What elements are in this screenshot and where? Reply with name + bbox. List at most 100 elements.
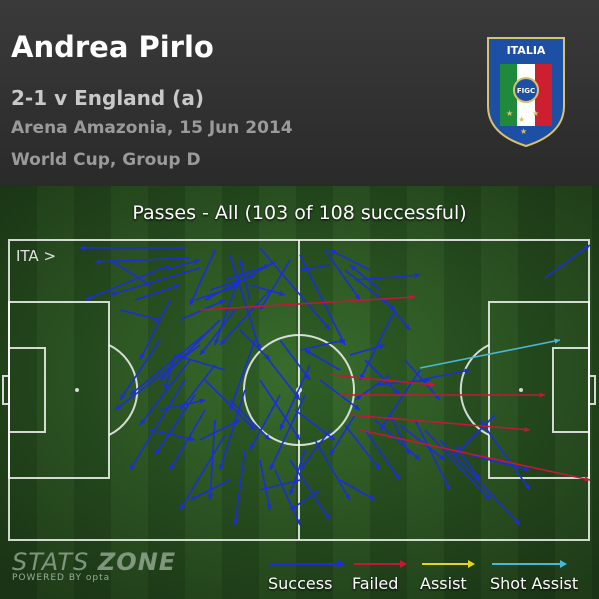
pass-success-line: [364, 429, 401, 481]
pass-success-arrowhead: [355, 394, 361, 400]
pass-success-line: [289, 459, 331, 521]
legend-success-label: Success: [268, 574, 333, 593]
pass-success-line: [209, 274, 256, 291]
pass-success-arrowhead: [584, 245, 590, 251]
pass-success-line: [264, 354, 301, 401]
pass-success-line: [469, 454, 531, 471]
pass-success-arrowhead: [163, 384, 169, 390]
svg-text:★: ★: [532, 109, 539, 118]
legend-assist-arrow-icon: [422, 560, 475, 568]
pass-success-line: [199, 419, 241, 441]
pass-success-line: [289, 449, 306, 496]
pass-success-line: [354, 374, 391, 401]
pass-success-arrowhead: [379, 343, 385, 349]
pass-failed-line: [349, 414, 531, 431]
pass-success-arrowhead: [394, 389, 400, 395]
pass-success-line: [189, 479, 231, 501]
pass-success-line: [164, 354, 176, 391]
pass-success-arrowhead: [524, 484, 530, 490]
pass-success-line: [339, 479, 376, 501]
pass-success-arrowhead: [350, 265, 356, 271]
pass-success-arrowhead: [354, 294, 360, 300]
pass-success-line: [119, 339, 161, 401]
pass-success-line: [214, 274, 241, 346]
pass-success-line: [189, 249, 216, 306]
pass-success-line: [149, 429, 196, 441]
pass-success-line: [199, 309, 236, 356]
pass-success-arrowhead: [155, 449, 161, 455]
pass-success-arrowhead: [174, 284, 180, 290]
pass-success-arrowhead: [300, 464, 306, 470]
brand-powered-by: POWERED BY opta: [12, 573, 111, 583]
pass-success-line: [314, 439, 351, 501]
pass-failed-line: [199, 296, 416, 311]
pass-success-line: [249, 394, 281, 451]
brand-main-right: ZONE: [97, 548, 177, 576]
pass-success-line: [454, 414, 496, 456]
pass-success-arrowhead: [290, 504, 296, 510]
pass-success-line: [234, 449, 246, 526]
pass-success-arrowhead: [194, 258, 200, 264]
crest-label: ITALIA: [507, 44, 546, 57]
pass-success-arrowhead: [269, 464, 275, 470]
legend-assist-label: Assist: [420, 574, 467, 593]
pass-success-arrowhead: [514, 519, 520, 525]
pass-success-line: [299, 429, 331, 471]
pass-success-arrowhead: [200, 349, 206, 355]
pass-success-line: [194, 284, 241, 301]
pass-success-line: [424, 429, 491, 501]
pass-success-line: [204, 379, 256, 431]
pass-success-arrowhead: [289, 489, 295, 495]
pass-success-arrowhead: [324, 324, 330, 330]
pass-success-line: [139, 359, 191, 426]
pass-success-line: [269, 394, 306, 471]
pass-success-arrowhead: [80, 245, 86, 251]
pass-success-line: [174, 354, 226, 371]
pass-failed-arrowhead: [584, 476, 590, 482]
pass-failed-line: [359, 429, 591, 481]
pass-success-line: [129, 379, 186, 471]
pass-success-arrowhead: [294, 478, 300, 484]
stats-zone-logo: STATS ZONE POWERED BY opta: [12, 548, 176, 583]
pitch-title: Passes - All (103 of 108 successful): [132, 202, 467, 224]
pass-success-arrowhead: [304, 374, 310, 380]
pass-success-line: [164, 259, 201, 271]
pass-success-line: [294, 409, 336, 441]
pass-success-line: [129, 329, 211, 396]
pass-success-arrowhead: [180, 504, 186, 510]
pass-success-arrowhead: [445, 484, 450, 490]
legend-shot-assist-label: Shot Assist: [490, 574, 579, 593]
pass-success-line: [109, 267, 201, 296]
pass-success-line: [304, 349, 341, 371]
pitch-panel: [0, 186, 599, 599]
pass-success-arrowhead: [250, 444, 255, 450]
pass-success-arrowhead: [369, 495, 375, 500]
player-name: Andrea Pirlo: [11, 30, 214, 64]
pass-success-line: [204, 261, 276, 301]
pass-success-arrowhead: [130, 389, 136, 395]
pass-success-arrowhead: [189, 299, 195, 305]
pass-success-arrowhead: [414, 272, 420, 279]
pass-success-arrowhead: [85, 295, 91, 301]
brand-main-left: STATS: [12, 548, 90, 576]
pass-success-arrowhead: [110, 260, 116, 266]
pass-success-arrowhead: [300, 266, 306, 272]
pass-success-line: [259, 479, 301, 491]
match-competition: World Cup, Group D: [11, 150, 201, 170]
pass-success-line: [359, 309, 396, 381]
pass-success-arrowhead: [294, 434, 300, 440]
attack-direction-label: ITA >: [16, 247, 57, 265]
pass-success-line: [179, 434, 226, 511]
svg-text:★: ★: [506, 109, 513, 118]
pass-success-line: [379, 369, 421, 431]
pass-success-arrowhead: [233, 519, 239, 525]
pass-failed-arrowhead: [409, 294, 415, 300]
pass-success-arrowhead: [266, 504, 272, 510]
pass-success-arrowhead: [264, 434, 270, 440]
pass-success-arrowhead: [330, 250, 336, 255]
pass-success-line: [544, 244, 591, 279]
legend-failed-arrow-icon: [354, 560, 407, 568]
pass-success-line: [344, 424, 381, 471]
pass-success-line: [439, 439, 521, 526]
pass-success-line: [259, 259, 291, 311]
